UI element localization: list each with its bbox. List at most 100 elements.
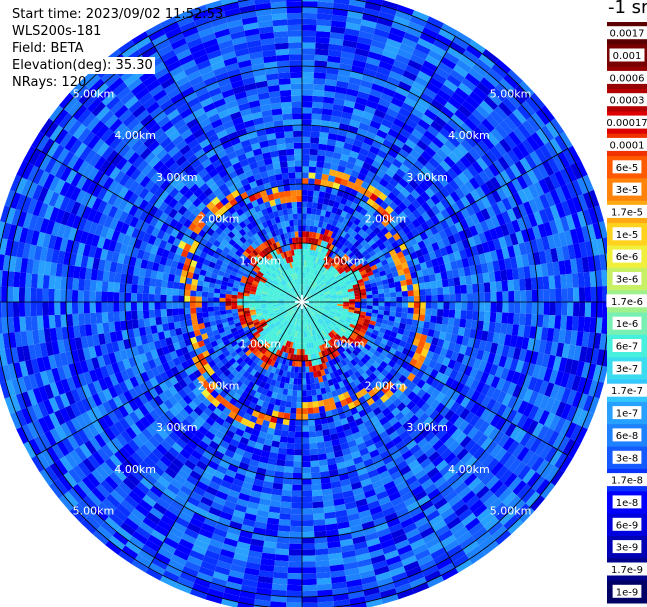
ppi-cell (173, 549, 190, 561)
ppi-cell (508, 476, 523, 492)
ppi-cell (346, 507, 359, 516)
ppi-cell (521, 139, 535, 155)
ppi-cell (294, 318, 298, 325)
ppi-cell (319, 131, 329, 139)
ppi-cell (390, 297, 397, 302)
ppi-cell (291, 311, 296, 317)
ppi-cell (325, 281, 332, 286)
ppi-cell (219, 302, 226, 307)
ppi-cell (514, 503, 530, 519)
ppi-cell (296, 408, 302, 415)
ppi-cell (321, 275, 327, 282)
ppi-cell (535, 264, 543, 278)
ppi-cell (273, 309, 280, 313)
ppi-cell (172, 427, 184, 438)
ppi-cell (215, 349, 223, 357)
ppi-cell (385, 460, 397, 471)
ppi-cell (247, 381, 255, 389)
ppi-cell (560, 387, 572, 404)
ppi-cell (267, 403, 275, 411)
ppi-cell (384, 43, 400, 55)
ppi-cell (452, 444, 465, 457)
ppi-cell (247, 342, 254, 350)
ppi-cell (306, 255, 310, 262)
ppi-cell (571, 196, 583, 213)
ppi-cell (328, 552, 343, 561)
ppi-cell (60, 378, 71, 393)
ppi-cell (125, 367, 135, 379)
ppi-cell (461, 354, 471, 366)
ppi-cell (566, 198, 577, 215)
ppi-cell (496, 302, 503, 313)
ppi-cell (179, 571, 197, 583)
ppi-cell (389, 227, 398, 237)
ppi-cell (349, 275, 356, 281)
ppi-cell (393, 371, 403, 380)
ppi-cell (10, 411, 22, 430)
ppi-cell (426, 467, 440, 479)
ppi-cell (135, 464, 148, 478)
ppi-cell (305, 372, 310, 379)
ppi-cell (342, 555, 358, 565)
ppi-cell (442, 340, 451, 350)
ppi-cell (312, 306, 319, 310)
ppi-cell (402, 123, 415, 134)
ppi-cell (440, 507, 455, 520)
ppi-cell (254, 473, 266, 481)
ppi-cell (298, 366, 302, 373)
ppi-cell (433, 232, 443, 242)
ppi-cell (469, 39, 486, 54)
ppi-cell (397, 328, 405, 335)
ppi-cell (162, 272, 170, 281)
ppi-cell (287, 308, 293, 314)
ppi-cell (123, 414, 135, 427)
ppi-cell (449, 302, 456, 310)
ppi-cell (340, 153, 350, 162)
ppi-cell (202, 311, 209, 318)
ppi-cell (323, 320, 330, 326)
ppi-cell (113, 292, 120, 302)
ppi-cell (102, 322, 110, 334)
ppi-cell (288, 359, 293, 367)
ppi-cell (248, 550, 263, 559)
ppi-cell (201, 470, 214, 481)
ppi-cell (425, 295, 432, 302)
ppi-cell (295, 325, 299, 332)
ppi-cell (226, 313, 233, 318)
ppi-cell (284, 304, 291, 307)
ppi-cell (452, 268, 460, 278)
ppi-cell (536, 314, 544, 328)
ppi-cell (172, 315, 180, 323)
ppi-cell (269, 324, 276, 330)
ppi-cell (267, 292, 274, 296)
ppi-cell (346, 283, 353, 288)
ppi-cell (118, 550, 135, 565)
ppi-cell (144, 326, 152, 336)
ppi-cell (71, 290, 79, 302)
ppi-cell (310, 137, 320, 144)
ppi-cell (302, 478, 312, 485)
ppi-cell (459, 318, 467, 328)
ppi-cell (560, 200, 572, 217)
ppi-cell (304, 291, 307, 297)
ppi-cell (442, 357, 451, 367)
ppi-cell (475, 198, 486, 211)
ppi-cell (208, 282, 216, 289)
ppi-cell (154, 294, 161, 302)
ppi-cell (131, 310, 138, 320)
ppi-cell (388, 70, 403, 81)
ppi-cell (242, 326, 250, 332)
ppi-cell (450, 477, 464, 490)
ppi-cell (339, 316, 347, 322)
ppi-cell (460, 196, 471, 208)
ppi-cell (60, 314, 68, 328)
ppi-cell (354, 326, 362, 332)
ppi-cell (326, 144, 336, 152)
ppi-cell (287, 328, 292, 335)
ppi-cell (333, 450, 344, 458)
ppi-cell (256, 581, 273, 590)
ppi-cell (528, 390, 539, 406)
ppi-cell (423, 504, 437, 517)
ppi-cell (368, 336, 376, 344)
ppi-cell (61, 326, 69, 340)
